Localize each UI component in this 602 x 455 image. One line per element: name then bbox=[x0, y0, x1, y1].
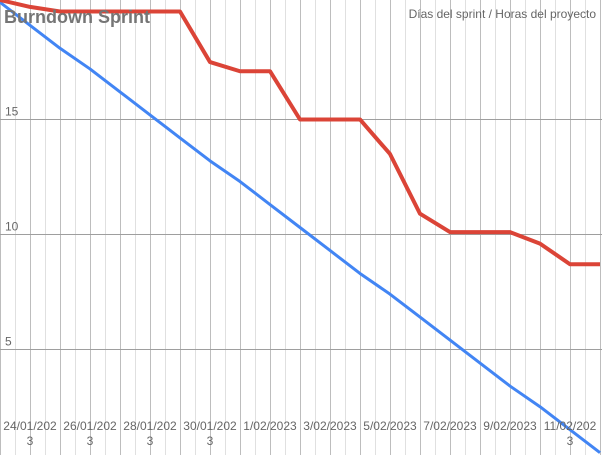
x-tick-label: 26/01/2023 bbox=[63, 419, 117, 448]
x-tick-label: 5/02/2023 bbox=[363, 419, 417, 433]
axis-title: Días del sprint / Horas del proyecto bbox=[409, 7, 597, 21]
x-tick-label: 24/01/2023 bbox=[3, 419, 57, 448]
x-tick-label: 9/02/2023 bbox=[483, 419, 537, 433]
x-tick-label: 30/01/2023 bbox=[183, 419, 237, 448]
chart-title: Burndown Sprint bbox=[4, 7, 150, 27]
x-tick-label: 28/01/2023 bbox=[123, 419, 177, 448]
y-tick-label: 5 bbox=[5, 335, 12, 349]
x-tick-label: 7/02/2023 bbox=[423, 419, 477, 433]
series-line bbox=[0, 0, 600, 267]
x-tick-label: 11/02/2023 bbox=[543, 419, 597, 448]
x-tick-label: 3/02/2023 bbox=[303, 419, 357, 433]
y-tick-label: 15 bbox=[5, 105, 19, 119]
x-tick-label: 1/02/2023 bbox=[243, 419, 297, 433]
y-tick-label: 10 bbox=[5, 220, 19, 234]
